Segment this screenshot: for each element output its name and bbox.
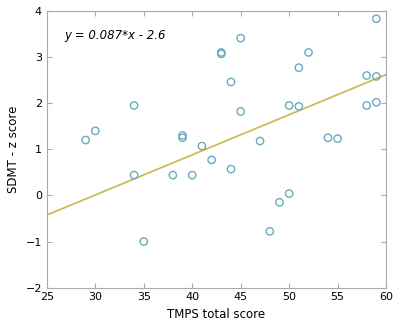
Point xyxy=(334,136,341,141)
Point xyxy=(286,191,292,196)
Point xyxy=(276,200,283,205)
Point xyxy=(228,167,234,172)
X-axis label: TMPS total score: TMPS total score xyxy=(167,308,266,321)
Point xyxy=(92,128,98,133)
Point xyxy=(296,65,302,70)
Point xyxy=(218,50,224,55)
Point xyxy=(373,16,380,21)
Point xyxy=(208,157,215,162)
Point xyxy=(179,133,186,138)
Point xyxy=(218,51,224,56)
Text: y = 0.087*x - 2.6: y = 0.087*x - 2.6 xyxy=(64,29,165,42)
Point xyxy=(286,103,292,108)
Point xyxy=(238,109,244,114)
Point xyxy=(266,229,273,234)
Y-axis label: SDMT - z score: SDMT - z score xyxy=(7,106,20,193)
Point xyxy=(140,239,147,244)
Point xyxy=(228,79,234,85)
Point xyxy=(364,103,370,108)
Point xyxy=(131,103,137,108)
Point xyxy=(189,173,196,178)
Point xyxy=(305,50,312,55)
Point xyxy=(82,137,89,143)
Point xyxy=(325,135,331,140)
Point xyxy=(238,35,244,41)
Point xyxy=(179,135,186,140)
Point xyxy=(257,138,263,144)
Point xyxy=(199,143,205,149)
Point xyxy=(131,173,137,178)
Point xyxy=(373,74,380,79)
Point xyxy=(170,173,176,178)
Point xyxy=(373,100,380,105)
Point xyxy=(296,104,302,109)
Point xyxy=(364,73,370,78)
